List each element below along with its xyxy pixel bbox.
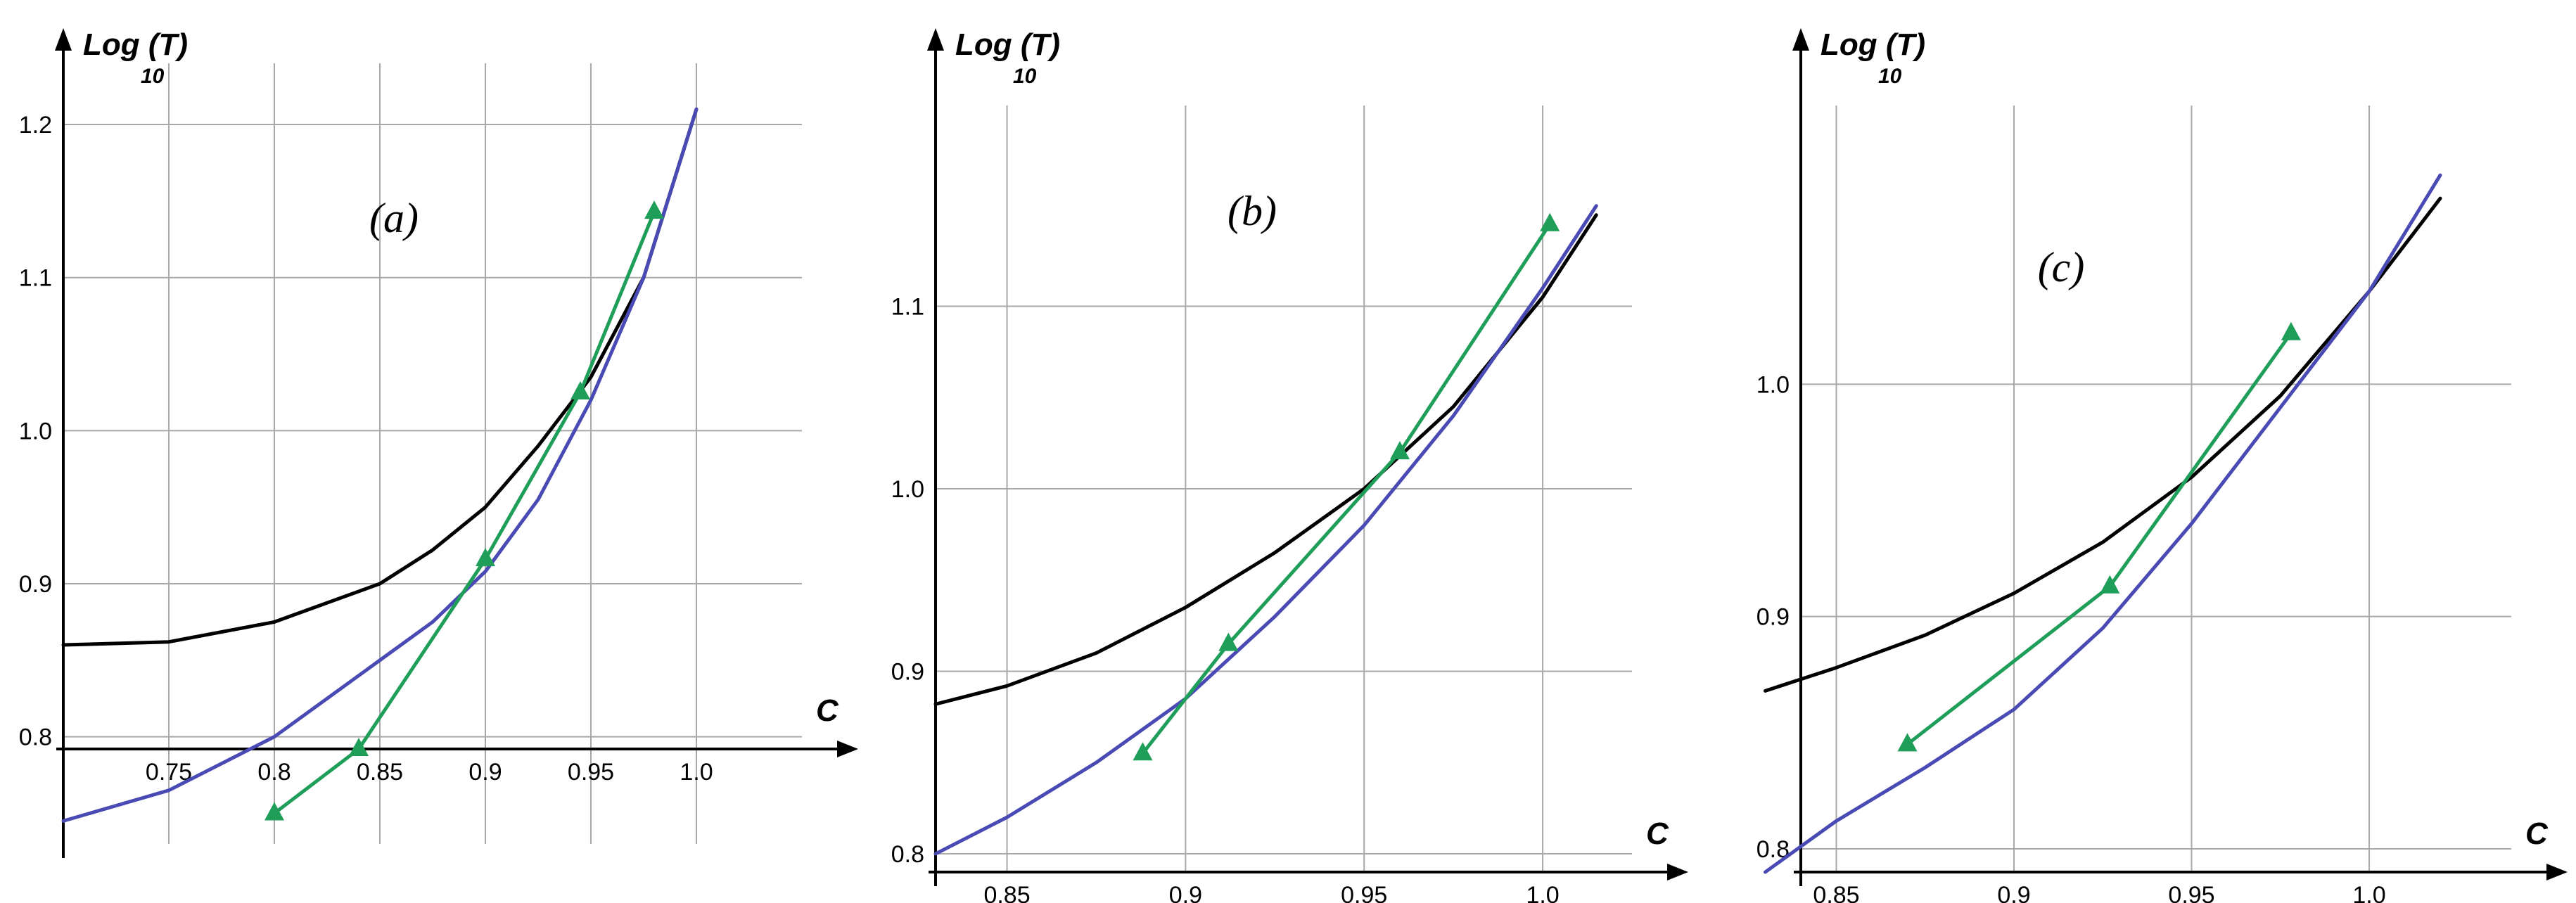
series-line-c-1	[1764, 173, 2442, 874]
chart-panel-b: 0.85 0.9 0.95 1.0 0.8 0.9 1.0 1.1 Log (T) 10 C (b)	[886, 0, 1695, 903]
x-axis-arrow-b	[1667, 864, 1688, 880]
series-marker-c-2-0	[1897, 733, 1918, 752]
y-tick-label-b-0: 0.8	[891, 841, 924, 868]
y-tick-label-a-3: 1.1	[19, 265, 52, 292]
x-axis-title-b: C	[1646, 816, 1669, 851]
y-tick-label-b-1: 0.9	[891, 659, 924, 686]
y-tick-label-c-2: 1.0	[1756, 371, 1790, 398]
x-axis-arrow-c	[2546, 864, 2568, 880]
series-line-b-2	[1140, 222, 1552, 755]
x-tick-label-a-1: 0.8	[257, 759, 291, 786]
y-axis-arrow-b	[927, 28, 944, 51]
chart-panel-a: 0.75 0.8 0.85 0.9 0.95 1.0 0.8 0.9 1.0 1.1 1.2 Log …	[0, 0, 865, 903]
series-marker-a-2-1	[349, 738, 369, 757]
chart-svg-a: 0.75 0.8 0.85 0.9 0.95 1.00.80.91.01.11.2Log …	[19, 27, 858, 858]
series-marker-a-2-4	[644, 200, 664, 219]
y-tick-label-a-1: 0.9	[19, 571, 52, 598]
series-marker-a-2-0	[264, 802, 284, 821]
x-tick-label-c-2: 0.95	[2168, 882, 2214, 903]
series-marker-b-2-1	[1218, 632, 1239, 651]
series-line-b-1	[933, 204, 1598, 856]
x-tick-label-b-1: 0.9	[1169, 882, 1202, 903]
series-marker-c-2-2	[2281, 321, 2301, 340]
chart-svg-b: 0.85 0.9 0.95 1.0 0.8 0.9 1.0 1.1 Log (T) 10 C (b)	[891, 27, 1688, 903]
series-marker-a-2-2	[476, 548, 495, 567]
y-axis-arrow-a	[55, 28, 72, 51]
series-marker-a-2-3	[570, 380, 590, 399]
x-tick-label-b-3: 1.0	[1526, 882, 1559, 903]
x-tick-label-c-3: 1.0	[2352, 882, 2385, 903]
series-line-a-2	[272, 210, 656, 815]
panel-label-b: (b)	[1228, 188, 1277, 234]
x-tick-label-c-1: 0.9	[1997, 882, 2030, 903]
panel-label-a: (a)	[369, 195, 419, 241]
x-tick-label-a-4: 0.95	[568, 759, 614, 786]
y-tick-label-b-3: 1.1	[891, 293, 924, 320]
y-tick-label-a-4: 1.2	[19, 112, 52, 139]
chart-panel-c: 0.85 0.9 0.95 1.0 0.8 0.9 1.0 Log (T) 10 C (c)	[1730, 0, 2575, 903]
x-tick-label-c-0: 0.85	[1813, 882, 1859, 903]
x-axis-title-a: C	[816, 693, 839, 728]
y-axis-title-b: Log (T)	[955, 27, 1060, 62]
y-tick-label-b-2: 1.0	[891, 476, 924, 503]
x-tick-label-a-2: 0.85	[357, 759, 403, 786]
series-marker-b-2-3	[1540, 212, 1560, 231]
x-tick-label-a-5: 1.0	[680, 759, 713, 786]
x-tick-label-a-3: 0.9	[468, 759, 502, 786]
series-line-a-0	[61, 107, 699, 647]
y-axis-title-a: Log (T)	[83, 27, 188, 62]
x-axis-title-c: C	[2525, 816, 2549, 851]
y-axis-title-c: Log (T)	[1821, 27, 1925, 62]
y-axis-subscript-b: 10	[1013, 65, 1037, 88]
y-tick-label-c-1: 0.9	[1756, 604, 1790, 631]
series-marker-b-2-2	[1390, 441, 1410, 460]
y-tick-label-a-2: 1.0	[19, 418, 52, 444]
series-marker-b-2-0	[1133, 742, 1153, 761]
series-line-c-0	[1764, 196, 2442, 693]
y-axis-subscript-c: 10	[1878, 65, 1902, 88]
y-axis-subscript-a: 10	[141, 65, 165, 88]
panel-label-c: (c)	[2038, 244, 2085, 290]
x-tick-label-b-0: 0.85	[983, 882, 1030, 903]
x-axis-arrow-a	[837, 741, 858, 758]
series-marker-c-2-1	[2100, 575, 2120, 594]
x-tick-label-b-2: 0.95	[1341, 882, 1387, 903]
y-axis-arrow-c	[1792, 28, 1809, 51]
series-line-c-2	[1906, 331, 2293, 746]
series-line-b-0	[933, 213, 1598, 706]
y-tick-label-a-0: 0.8	[19, 724, 52, 751]
